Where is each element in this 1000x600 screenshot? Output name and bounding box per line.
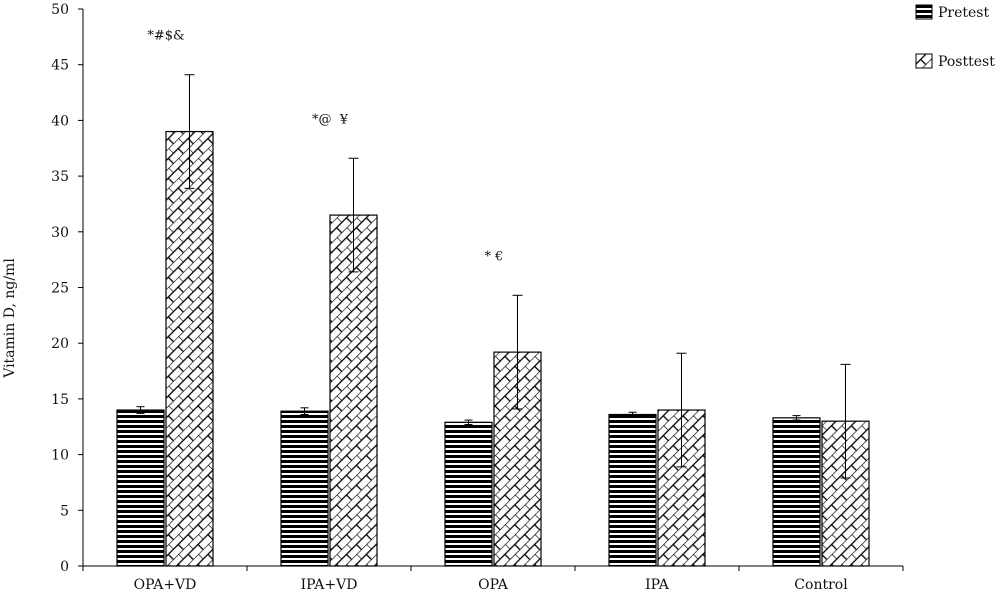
bars — [116, 130, 870, 567]
annotations: *#$& *@ ¥ * € — [147, 29, 503, 265]
bar-pretest-opa-vd — [116, 409, 165, 567]
y-tick-label: 10 — [51, 448, 69, 464]
x-tick-label: OPA — [478, 577, 509, 593]
bar-pretest-control — [772, 417, 821, 567]
y-tick-label: 35 — [51, 169, 69, 185]
x-axis: OPA+VD IPA+VD OPA IPA Control — [82, 565, 904, 593]
y-axis-label: Vitamin D, ng/ml — [2, 258, 18, 379]
legend-label-posttest: Posttest — [938, 54, 995, 70]
x-tick-label: IPA — [645, 577, 670, 593]
significance-annotation: * € — [485, 249, 504, 264]
legend: Pretest Posttest — [915, 4, 995, 70]
x-tick-label: IPA+VD — [301, 577, 358, 593]
bar-posttest-opa-vd — [165, 130, 214, 567]
y-tick-label: 50 — [51, 2, 69, 18]
y-axis: 0 5 10 15 20 25 30 35 40 45 50 — [51, 2, 84, 575]
x-tick-label: Control — [794, 577, 848, 593]
significance-annotation: *#$& — [147, 29, 184, 44]
error-bars — [136, 74, 851, 479]
y-tick-label: 45 — [51, 58, 69, 74]
legend-swatch-pretest — [915, 4, 933, 20]
bar-pretest-ipa-vd — [280, 410, 329, 567]
y-tick-label: 30 — [51, 225, 69, 241]
legend-swatch-posttest — [915, 53, 933, 69]
bar-pretest-ipa — [608, 413, 657, 567]
y-tick-label: 20 — [51, 336, 69, 352]
bar-pretest-opa — [444, 421, 493, 567]
y-tick-label: 25 — [51, 281, 69, 297]
x-tick-label: OPA+VD — [134, 577, 197, 593]
y-tick-label: 40 — [51, 113, 69, 129]
y-tick-label: 5 — [60, 503, 69, 519]
significance-annotation: *@ ¥ — [312, 112, 349, 127]
y-tick-label: 15 — [51, 392, 69, 408]
legend-label-pretest: Pretest — [938, 5, 989, 21]
y-tick-label: 0 — [60, 559, 69, 575]
